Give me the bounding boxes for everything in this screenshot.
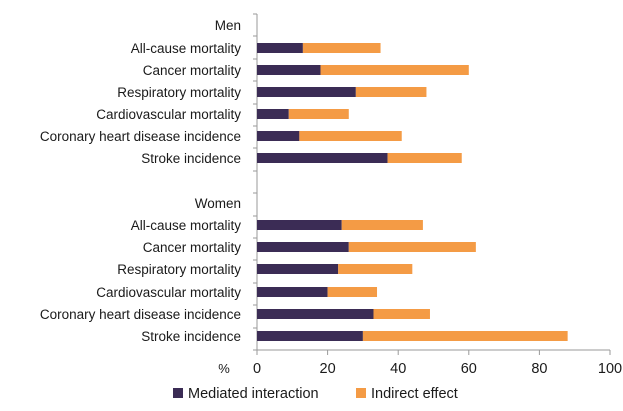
x-tick-label-0: 0 (253, 361, 261, 377)
bar-men-all-cause-mortality-mediated-interaction (257, 43, 303, 53)
category-label-men-cancer-mortality: Cancer mortality (143, 63, 242, 78)
bar-women-cardiovascular-mortality-indirect-effect (327, 287, 378, 297)
group-header-women: Women (195, 196, 241, 211)
bar-women-cancer-mortality-indirect-effect (348, 242, 476, 252)
category-label-women-stroke-incidence: Stroke incidence (141, 329, 241, 344)
bar-women-respiratory-mortality-indirect-effect (338, 264, 413, 274)
bar-men-respiratory-mortality-mediated-interaction (257, 87, 356, 97)
category-label-women-coronary-heart-disease-incidence: Coronary heart disease incidence (40, 307, 241, 322)
category-label-women-cancer-mortality: Cancer mortality (143, 240, 242, 255)
category-label-men-stroke-incidence: Stroke incidence (141, 151, 241, 166)
legend-swatch-indirect-effect (356, 388, 366, 398)
x-axis-unit-label: % (218, 361, 230, 376)
bar-women-stroke-incidence-mediated-interaction (257, 331, 363, 341)
bar-men-stroke-incidence-mediated-interaction (257, 153, 388, 163)
x-tick-label-100: 100 (598, 361, 622, 377)
bar-women-respiratory-mortality-mediated-interaction (257, 264, 339, 274)
bar-men-all-cause-mortality-indirect-effect (302, 43, 381, 53)
bar-men-stroke-incidence-indirect-effect (387, 153, 462, 163)
legend-swatch-mediated-interaction (173, 388, 183, 398)
x-tick-label-80: 80 (531, 361, 547, 377)
category-label-men-all-cause-mortality: All-cause mortality (131, 41, 242, 56)
category-label-women-respiratory-mortality: Respiratory mortality (117, 262, 241, 277)
bar-men-cancer-mortality-indirect-effect (320, 65, 469, 75)
category-label-men-coronary-heart-disease-incidence: Coronary heart disease incidence (40, 129, 241, 144)
bar-men-cancer-mortality-mediated-interaction (257, 65, 321, 75)
x-tick-label-40: 40 (390, 361, 406, 377)
bar-women-stroke-incidence-indirect-effect (362, 331, 568, 341)
group-header-men: Men (215, 18, 241, 33)
x-tick-label-60: 60 (461, 361, 477, 377)
bar-men-cardiovascular-mortality-mediated-interaction (257, 109, 289, 119)
bar-women-all-cause-mortality-mediated-interaction (257, 220, 342, 230)
bar-women-cancer-mortality-mediated-interaction (257, 242, 349, 252)
bar-men-coronary-heart-disease-incidence-indirect-effect (299, 131, 402, 141)
category-label-women-cardiovascular-mortality: Cardiovascular mortality (96, 285, 241, 300)
category-label-women-all-cause-mortality: All-cause mortality (131, 218, 242, 233)
bar-men-cardiovascular-mortality-indirect-effect (288, 109, 349, 119)
legend-label-indirect-effect: Indirect effect (371, 386, 458, 402)
bar-women-cardiovascular-mortality-mediated-interaction (257, 287, 328, 297)
x-tick-label-20: 20 (320, 361, 336, 377)
bar-women-all-cause-mortality-indirect-effect (341, 220, 423, 230)
bar-women-coronary-heart-disease-incidence-indirect-effect (373, 309, 430, 319)
bar-men-coronary-heart-disease-incidence-mediated-interaction (257, 131, 300, 141)
legend-label-mediated-interaction: Mediated interaction (188, 386, 319, 402)
category-label-men-cardiovascular-mortality: Cardiovascular mortality (96, 107, 241, 122)
category-label-men-respiratory-mortality: Respiratory mortality (117, 85, 241, 100)
bar-men-respiratory-mortality-indirect-effect (355, 87, 427, 97)
bar-women-coronary-heart-disease-incidence-mediated-interaction (257, 309, 374, 319)
